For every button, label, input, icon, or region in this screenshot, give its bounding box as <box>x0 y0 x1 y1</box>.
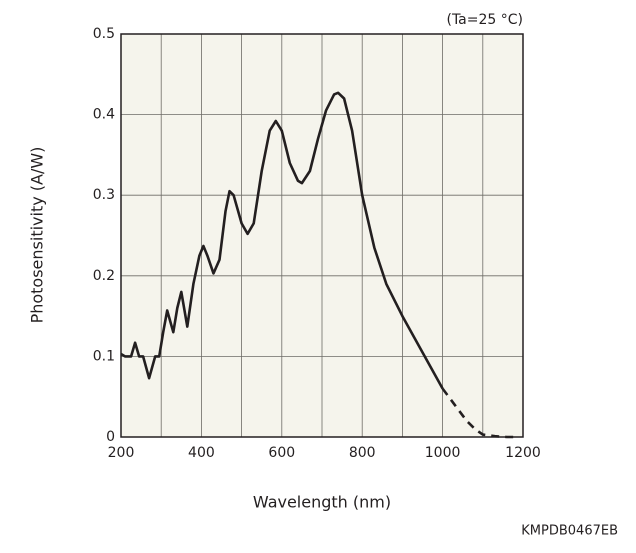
data-line <box>441 387 519 439</box>
y-tick-label: 0.1 <box>93 348 115 364</box>
annotation: (Ta=25 °C) <box>446 12 523 28</box>
x-tick-label: 800 <box>349 445 376 461</box>
footer-code: KMPDB0467EB <box>521 524 618 539</box>
y-tick-label: 0 <box>106 429 115 445</box>
x-tick-label: 600 <box>268 445 295 461</box>
y-tick-label: 0.2 <box>93 268 115 284</box>
x-tick-label: 1200 <box>505 445 541 461</box>
x-tick-label: 1000 <box>425 445 461 461</box>
x-tick-label: 400 <box>188 445 215 461</box>
x-axis-label: Wavelength (nm) <box>253 493 391 512</box>
y-axis-label: Photosensitivity (A/W) <box>28 147 47 324</box>
y-tick-label: 0.3 <box>93 187 115 203</box>
x-tick-label: 200 <box>108 445 135 461</box>
data-line <box>120 91 444 390</box>
y-tick-label: 0.4 <box>93 107 115 123</box>
y-tick-label: 0.5 <box>93 26 115 42</box>
plot-frame <box>120 33 524 438</box>
